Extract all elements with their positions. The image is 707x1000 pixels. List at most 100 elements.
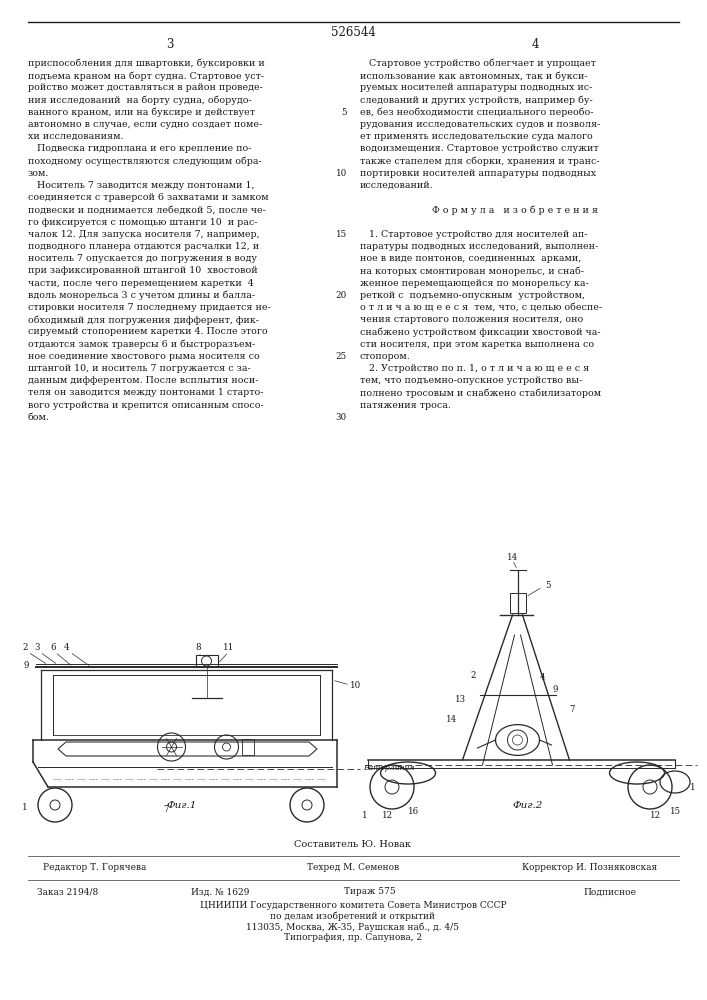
Text: 9: 9 [552, 686, 558, 694]
Text: вого устройства и крепится описанным спосо-: вого устройства и крепится описанным спо… [28, 401, 264, 410]
Text: 5: 5 [546, 580, 551, 589]
Text: части, после чего перемещением каретки  4: части, после чего перемещением каретки 4 [28, 279, 254, 288]
Text: Подвеска гидроплана и его крепление по-: Подвеска гидроплана и его крепление по- [28, 144, 252, 153]
Text: 12: 12 [382, 810, 392, 820]
Text: 3: 3 [35, 644, 40, 652]
Text: походному осуществляются следующим обра-: походному осуществляются следующим обра- [28, 157, 262, 166]
Text: 8: 8 [196, 644, 201, 652]
Text: 1: 1 [362, 810, 368, 820]
Text: 12: 12 [650, 810, 660, 820]
Text: ное соединение хвостового рыма носителя со: ное соединение хвостового рыма носителя … [28, 352, 259, 361]
Text: Корректор И. Позняковская: Корректор И. Позняковская [522, 863, 658, 872]
Text: штангой 10, и носитель 7 погружается с за-: штангой 10, и носитель 7 погружается с з… [28, 364, 251, 373]
Text: 9: 9 [23, 660, 29, 670]
Text: чалок 12. Для запуска носителя 7, например,: чалок 12. Для запуска носителя 7, наприм… [28, 230, 259, 239]
Text: 6: 6 [50, 644, 56, 652]
Text: Ватерлиния: Ватерлиния [363, 764, 414, 772]
Text: сти носителя, при этом каретка выполнена со: сти носителя, при этом каретка выполнена… [360, 340, 594, 349]
Text: Заказ 2194/8: Заказ 2194/8 [37, 888, 98, 896]
Text: патяжения троса.: патяжения троса. [360, 401, 451, 410]
Text: Фиг.2: Фиг.2 [513, 801, 543, 810]
Text: вдоль монорельса 3 с учетом длины и балла-: вдоль монорельса 3 с учетом длины и балл… [28, 291, 255, 300]
Text: при зафиксированной штангой 10  хвостовой: при зафиксированной штангой 10 хвостовой [28, 266, 257, 275]
Text: реткой с  подъемно-опускным  устройством,: реткой с подъемно-опускным устройством, [360, 291, 585, 300]
Text: ЦНИИПИ Государственного комитета Совета Министров СССР: ЦНИИПИ Государственного комитета Совета … [199, 900, 506, 910]
Text: ев, без необходимости специального переобо-: ев, без необходимости специального перео… [360, 108, 593, 117]
Text: данным дифферентом. После всплытия носи-: данным дифферентом. После всплытия носи- [28, 376, 259, 385]
Text: 15: 15 [336, 230, 347, 239]
Text: Тираж 575: Тираж 575 [344, 888, 396, 896]
Text: Редактор Т. Горячева: Редактор Т. Горячева [43, 863, 146, 872]
Text: подвески и поднимается лебедкой 5, после че-: подвески и поднимается лебедкой 5, после… [28, 205, 266, 214]
Text: 14: 14 [446, 716, 457, 724]
Text: 16: 16 [407, 808, 419, 816]
Text: руемых носителей аппаратуры подводных ис-: руемых носителей аппаратуры подводных ис… [360, 83, 592, 92]
Text: отдаются замок траверсы 6 и быстроразъем-: отдаются замок траверсы 6 и быстроразъем… [28, 340, 255, 349]
Text: Составитель Ю. Новак: Составитель Ю. Новак [295, 840, 411, 849]
Text: рудования исследовательских судов и позволя-: рудования исследовательских судов и позв… [360, 120, 600, 129]
Text: 4: 4 [64, 644, 70, 652]
Text: стировки носителя 7 последнему придается не-: стировки носителя 7 последнему придается… [28, 303, 271, 312]
Text: 25: 25 [336, 352, 347, 361]
Text: тем, что подъемно-опускное устройство вы-: тем, что подъемно-опускное устройство вы… [360, 376, 583, 385]
Text: бом.: бом. [28, 413, 50, 422]
Text: 30: 30 [336, 413, 347, 422]
Text: зом.: зом. [28, 169, 49, 178]
Text: 2: 2 [22, 644, 28, 652]
Text: 10: 10 [336, 169, 347, 178]
Text: на которых смонтирован монорельс, и снаб-: на которых смонтирован монорельс, и снаб… [360, 266, 584, 276]
Text: 11: 11 [223, 644, 234, 652]
Text: сируемый стопорением каретки 4. После этого: сируемый стопорением каретки 4. После эт… [28, 327, 268, 336]
Text: женное перемещающейся по монорельсу ка-: женное перемещающейся по монорельсу ка- [360, 279, 589, 288]
Text: 4: 4 [539, 672, 545, 682]
Text: стопором.: стопором. [360, 352, 411, 361]
Text: носитель 7 опускается до погружения в воду: носитель 7 опускается до погружения в во… [28, 254, 257, 263]
Text: 4: 4 [531, 38, 539, 51]
Text: 20: 20 [336, 291, 347, 300]
Bar [510, 593, 525, 613]
Text: теля он заводится между понтонами 1 старто-: теля он заводится между понтонами 1 стар… [28, 388, 264, 397]
Text: также стапелем для сборки, хранения и транс-: также стапелем для сборки, хранения и тр… [360, 157, 600, 166]
Text: чения стартового положения носителя, оно: чения стартового положения носителя, оно [360, 315, 583, 324]
Text: ет применять исследовательские суда малого: ет применять исследовательские суда мало… [360, 132, 592, 141]
Text: подъема краном на борт судна. Стартовое уст-: подъема краном на борт судна. Стартовое … [28, 71, 264, 81]
Text: снабжено устройством фиксации хвостовой ча-: снабжено устройством фиксации хвостовой … [360, 327, 601, 337]
Text: водоизмещения. Стартовое устройство служит: водоизмещения. Стартовое устройство служ… [360, 144, 599, 153]
Text: 1: 1 [23, 802, 28, 812]
Text: приспособления для швартовки, буксировки и: приспособления для швартовки, буксировки… [28, 59, 264, 68]
Text: 15: 15 [670, 808, 681, 816]
Text: 2. Устройство по п. 1, о т л и ч а ю щ е е с я: 2. Устройство по п. 1, о т л и ч а ю щ е… [360, 364, 589, 373]
Text: Носитель 7 заводится между понтонами 1,: Носитель 7 заводится между понтонами 1, [28, 181, 255, 190]
Text: паратуры подводных исследований, выполнен-: паратуры подводных исследований, выполне… [360, 242, 598, 251]
Text: ния исследований  на борту судна, оборудо-: ния исследований на борту судна, оборудо… [28, 96, 252, 105]
Text: соединяется с траверсой 6 захватами и замком: соединяется с траверсой 6 захватами и за… [28, 193, 269, 202]
Text: 526544: 526544 [331, 26, 375, 39]
Text: го фиксируется с помощью штанги 10  и рас-: го фиксируется с помощью штанги 10 и рас… [28, 218, 257, 227]
Text: Ф о р м у л а   и з о б р е т е н и я: Ф о р м у л а и з о б р е т е н и я [433, 205, 599, 215]
Text: полнено тросовым и снабжено стабилизатором: полнено тросовым и снабжено стабилизатор… [360, 388, 601, 398]
Text: Фиг.1: Фиг.1 [166, 801, 197, 810]
Text: исследований.: исследований. [360, 181, 433, 190]
Text: Типография, пр. Сапунова, 2: Типография, пр. Сапунова, 2 [284, 934, 422, 942]
Text: по делам изобретений и открытий: по делам изобретений и открытий [271, 911, 436, 921]
Text: 7: 7 [164, 804, 169, 814]
Text: автономно в случае, если судно создает поме-: автономно в случае, если судно создает п… [28, 120, 262, 129]
Text: 10: 10 [350, 680, 361, 690]
Text: следований и других устройств, например бу-: следований и других устройств, например … [360, 96, 592, 105]
Text: 13: 13 [455, 696, 465, 704]
Text: 14: 14 [507, 554, 518, 562]
Text: 2: 2 [470, 670, 476, 680]
Text: обходимый для погружения дифферент, фик-: обходимый для погружения дифферент, фик- [28, 315, 259, 325]
Text: 3: 3 [166, 38, 174, 51]
Text: 5: 5 [341, 108, 347, 117]
Text: ное в виде понтонов, соединенных  арками,: ное в виде понтонов, соединенных арками, [360, 254, 581, 263]
Text: 1: 1 [690, 782, 696, 792]
Text: 1. Стартовое устройство для носителей ап-: 1. Стартовое устройство для носителей ап… [360, 230, 588, 239]
Text: о т л и ч а ю щ е е с я  тем, что, с целью обеспе-: о т л и ч а ю щ е е с я тем, что, с цель… [360, 303, 602, 312]
Text: ройство может доставляться в район проведе-: ройство может доставляться в район прове… [28, 83, 263, 92]
Text: Стартовое устройство облегчает и упрощает: Стартовое устройство облегчает и упрощае… [360, 59, 596, 68]
Text: подводного планера отдаются расчалки 12, и: подводного планера отдаются расчалки 12,… [28, 242, 259, 251]
Text: хи исследованиям.: хи исследованиям. [28, 132, 124, 141]
Text: портировки носителей аппаратуры подводных: портировки носителей аппаратуры подводны… [360, 169, 596, 178]
Text: использование как автономных, так и букси-: использование как автономных, так и букс… [360, 71, 588, 81]
